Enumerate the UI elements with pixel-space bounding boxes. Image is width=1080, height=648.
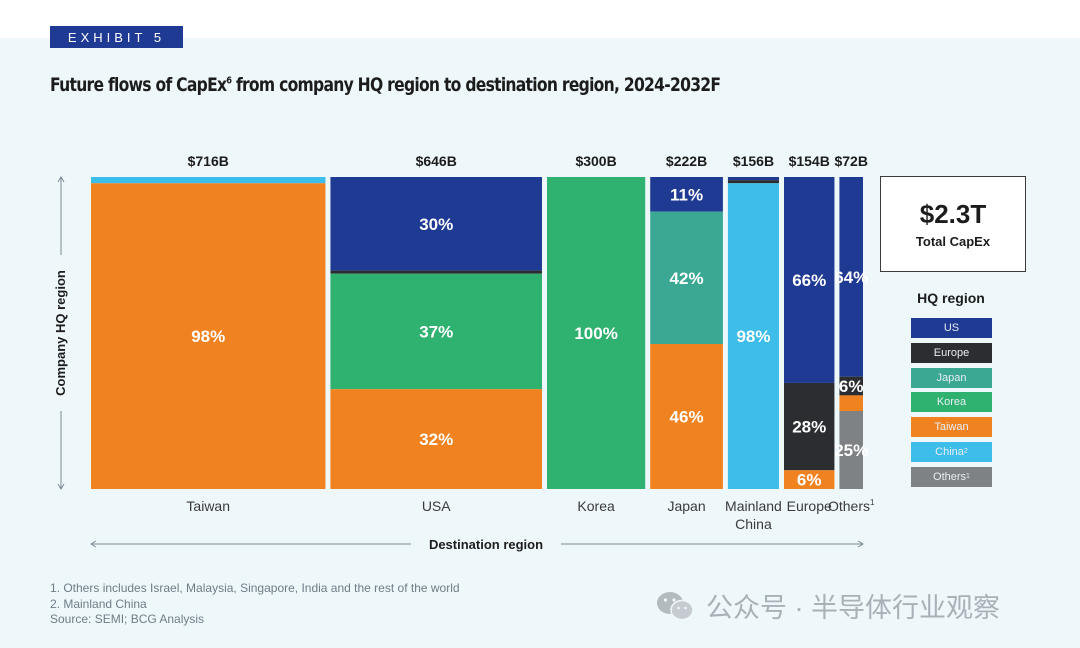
chart-title: Future flows of CapEx6 from company HQ r… xyxy=(50,74,721,96)
legend-item-label: Europe xyxy=(933,346,970,359)
segment-label: 98% xyxy=(191,327,225,346)
segment-label: 98% xyxy=(736,327,770,346)
column-mainland-china: 98% $156B Mainland China xyxy=(725,153,782,532)
segment-label: 42% xyxy=(670,269,704,288)
segment-label: 32% xyxy=(419,430,453,449)
segment-us xyxy=(839,177,863,377)
segment-korea xyxy=(330,273,542,390)
category-label: Taiwan xyxy=(186,498,230,514)
segment-us xyxy=(650,177,723,212)
segment-label: 100% xyxy=(574,324,617,343)
column-taiwan: 98% $716B Taiwan xyxy=(91,153,326,514)
column-total-label: $222B xyxy=(666,153,707,169)
legend-item-taiwan: Taiwan xyxy=(911,417,992,438)
segment-label: 6% xyxy=(797,471,822,490)
legend: HQ region US Europe Japan Korea Taiwan China 2… xyxy=(906,290,996,492)
legend-item-label: Korea xyxy=(936,396,967,409)
segment-taiwan xyxy=(839,395,863,411)
legend-item-footnote-mark: 2 xyxy=(963,448,968,456)
segment-taiwan xyxy=(91,183,326,490)
column-total-label: $646B xyxy=(416,153,457,169)
footnote-2: 2. Mainland China xyxy=(50,596,147,611)
column-korea: 100% $300B Korea xyxy=(546,153,646,514)
chart-axes: Company HQ region Destination region xyxy=(53,176,864,552)
watermark: 公众号 · 半导体行业观察 xyxy=(656,586,1000,625)
column-total-label: $716B xyxy=(188,153,229,169)
legend-item-label: China xyxy=(935,445,964,458)
segment-taiwan xyxy=(784,470,835,489)
segment-label: 64% xyxy=(834,268,868,287)
watermark-text: 公众号 · 半导体行业观察 xyxy=(706,593,1000,623)
chart-bars: 98% $716B Taiwan 30% 37% 32% $646B USA 100% $300B… xyxy=(91,153,875,532)
y-axis-label: Company HQ region xyxy=(53,270,68,396)
column-total-label: $154B xyxy=(789,153,830,169)
segment-label: 30% xyxy=(419,215,453,234)
y-axis-arrow-up-icon xyxy=(57,176,65,183)
segment-taiwan xyxy=(650,344,723,489)
legend-item-label: US xyxy=(943,322,960,334)
column-total-label: $300B xyxy=(575,153,616,169)
legend-title: HQ region xyxy=(917,290,985,306)
column-usa: 30% 37% 32% $646B USA xyxy=(330,153,542,514)
segment-label: 28% xyxy=(792,418,826,437)
total-capex-box: $2.3T Total CapEx xyxy=(880,176,1026,272)
segment-label: 25% xyxy=(834,441,868,460)
column-total-label: $156B xyxy=(733,153,774,169)
column-japan: 11% 42% 46% $222B Japan xyxy=(650,153,723,514)
y-axis-arrow-down-icon xyxy=(57,483,65,490)
segment-europe xyxy=(839,376,863,396)
segment-label: 37% xyxy=(419,322,453,341)
segment-china xyxy=(727,183,779,490)
segment-label: 6% xyxy=(839,377,864,396)
category-label: USA xyxy=(422,498,451,514)
legend-item-label: Taiwan xyxy=(934,421,969,434)
legend-item-china: China 2 xyxy=(911,441,992,462)
category-label: Korea xyxy=(577,498,615,514)
legend-item-europe: Europe xyxy=(911,342,992,363)
legend-item-label: Japan xyxy=(936,371,967,384)
column-total-label: $72B xyxy=(834,153,867,169)
footnote-1: 1. Others includes Israel, Malaysia, Sin… xyxy=(50,581,460,595)
segment-others xyxy=(839,411,863,489)
legend-item-japan: Japan xyxy=(911,367,992,388)
segment-taiwan xyxy=(330,389,542,489)
segment-label: 11% xyxy=(670,185,703,204)
legend-item-korea: Korea xyxy=(911,392,992,413)
category-label: Europe xyxy=(787,498,832,514)
category-label: Others1 xyxy=(828,498,875,514)
source-note: Source: SEMI; BCG Analysis xyxy=(50,612,205,626)
legend-items: US Europe Japan Korea Taiwan China 2 Others 1 xyxy=(906,318,996,487)
segment-europe xyxy=(727,180,779,184)
footnotes: 1. Others includes Israel, Malaysia, Sin… xyxy=(50,581,460,628)
segment-europe xyxy=(784,382,835,471)
segment-label: 66% xyxy=(792,271,826,290)
legend-item-others: Others 1 xyxy=(911,466,992,487)
legend-item-label: Others xyxy=(933,470,967,483)
segment-us xyxy=(784,177,835,383)
total-capex-label: Total CapEx xyxy=(915,234,991,249)
segment-us xyxy=(330,177,542,271)
chart-title-main: Future flows of CapEx xyxy=(50,74,227,96)
category-label: Japan xyxy=(667,498,705,514)
segment-label: 46% xyxy=(670,408,704,427)
x-axis-arrow-left-icon xyxy=(90,540,97,548)
segment-china xyxy=(91,177,326,184)
total-capex-value: $2.3T xyxy=(919,199,987,229)
x-axis-arrow-right-icon xyxy=(857,540,864,548)
x-axis-label: Destination region xyxy=(429,537,543,552)
segment-japan xyxy=(650,211,723,345)
exhibit-label: EXHIBIT 5 xyxy=(50,26,183,48)
segment-korea xyxy=(546,177,646,489)
category-label: Mainland China xyxy=(725,498,782,532)
chart-title-footnote-mark: 6 xyxy=(226,75,232,87)
column-europe: 66% 28% 6% $154B Europe xyxy=(784,153,835,514)
column-others: 64% 6% 25% $72B Others1 xyxy=(828,153,875,514)
legend-item-us: US xyxy=(911,318,992,338)
legend-item-footnote-mark: 1 xyxy=(966,473,970,481)
wechat-icon xyxy=(656,590,694,622)
chart-title-rest: from company HQ region to destination re… xyxy=(231,74,721,96)
segment-europe xyxy=(330,270,542,274)
segment-us xyxy=(727,177,779,181)
